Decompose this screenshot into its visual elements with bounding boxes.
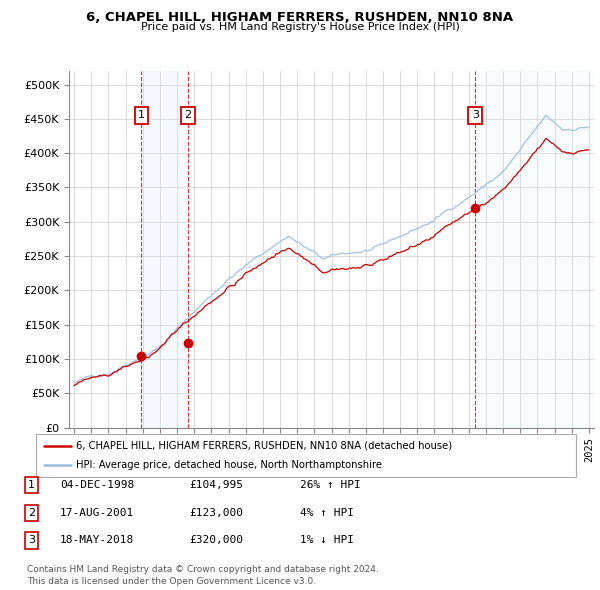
- Text: HPI: Average price, detached house, North Northamptonshire: HPI: Average price, detached house, Nort…: [77, 460, 383, 470]
- Text: 2: 2: [184, 110, 191, 120]
- Text: 3: 3: [472, 110, 479, 120]
- Bar: [475, 71, 594, 428]
- Text: 17-AUG-2001: 17-AUG-2001: [60, 508, 134, 517]
- Text: 1% ↓ HPI: 1% ↓ HPI: [300, 536, 354, 545]
- Text: £104,995: £104,995: [189, 480, 243, 490]
- Text: 4% ↑ HPI: 4% ↑ HPI: [300, 508, 354, 517]
- Text: 6, CHAPEL HILL, HIGHAM FERRERS, RUSHDEN, NN10 8NA (detached house): 6, CHAPEL HILL, HIGHAM FERRERS, RUSHDEN,…: [77, 441, 452, 451]
- Text: £123,000: £123,000: [189, 508, 243, 517]
- Text: 2: 2: [28, 508, 35, 517]
- Text: 04-DEC-1998: 04-DEC-1998: [60, 480, 134, 490]
- Bar: [142, 71, 188, 428]
- Text: £320,000: £320,000: [189, 536, 243, 545]
- Text: 1: 1: [28, 480, 35, 490]
- Text: Price paid vs. HM Land Registry's House Price Index (HPI): Price paid vs. HM Land Registry's House …: [140, 22, 460, 32]
- Text: 6, CHAPEL HILL, HIGHAM FERRERS, RUSHDEN, NN10 8NA: 6, CHAPEL HILL, HIGHAM FERRERS, RUSHDEN,…: [86, 11, 514, 24]
- Text: 26% ↑ HPI: 26% ↑ HPI: [300, 480, 361, 490]
- Text: 3: 3: [28, 536, 35, 545]
- Text: Contains HM Land Registry data © Crown copyright and database right 2024.
This d: Contains HM Land Registry data © Crown c…: [27, 565, 379, 586]
- Text: 1: 1: [138, 110, 145, 120]
- Text: 18-MAY-2018: 18-MAY-2018: [60, 536, 134, 545]
